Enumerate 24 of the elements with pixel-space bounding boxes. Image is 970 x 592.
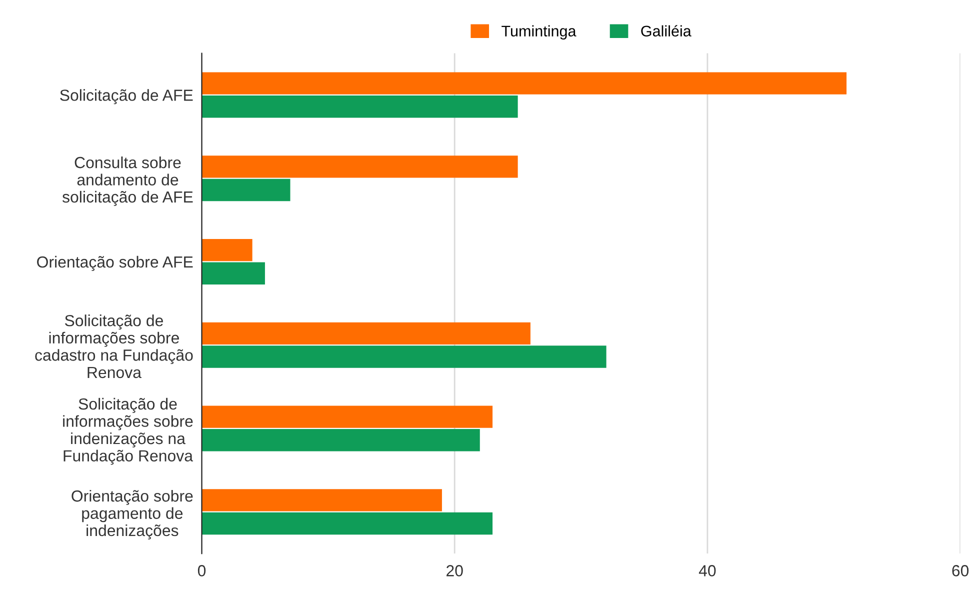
x-tick-label: 0 bbox=[198, 565, 206, 576]
x-tick-label: 60 bbox=[952, 565, 969, 576]
bar bbox=[202, 406, 493, 428]
y-tick-label: Orientação sobre AFE bbox=[37, 256, 193, 271]
bar bbox=[202, 96, 518, 118]
bar bbox=[202, 512, 493, 535]
legend-label: Galiléia bbox=[641, 25, 692, 37]
bar bbox=[202, 72, 847, 94]
y-tick-label: Solicitação de informações sobre indenizações na Fundação Renova bbox=[63, 398, 194, 465]
bar bbox=[202, 489, 442, 512]
bar bbox=[202, 322, 530, 345]
bar bbox=[202, 178, 290, 202]
y-tick-label: Consulta sobre andamento de solicitação de AFE bbox=[62, 156, 193, 206]
bar bbox=[202, 429, 480, 452]
legend-label: Tumintinga bbox=[502, 25, 576, 40]
bar bbox=[202, 346, 606, 368]
x-tick-label: 40 bbox=[698, 565, 716, 576]
x-tick-label: 20 bbox=[446, 565, 463, 576]
bar bbox=[202, 238, 252, 262]
y-tick-label: Solicitação de AFE bbox=[60, 89, 193, 104]
y-tick-label: Orientação sobre pagamento de indenizações bbox=[72, 490, 193, 540]
bar bbox=[202, 156, 518, 178]
bar bbox=[202, 262, 265, 284]
y-tick-label: Solicitação de informações sobre cadastro na Fundação Renova bbox=[35, 314, 193, 378]
